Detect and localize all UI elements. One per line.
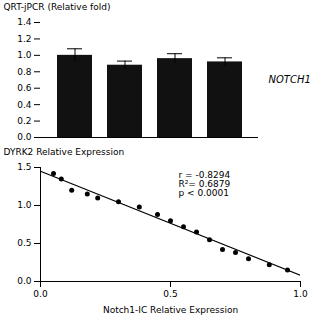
svg-text:0.6: 0.6	[17, 83, 32, 93]
svg-text:Notch1-IC Relative Expression: Notch1-IC Relative Expression	[103, 305, 238, 315]
svg-text:1.0: 1.0	[17, 200, 32, 210]
svg-text:0.2: 0.2	[17, 116, 31, 126]
svg-text:QRT-jPCR (Relative fold): QRT-jPCR (Relative fold)	[4, 2, 111, 12]
svg-text:1.0: 1.0	[17, 50, 32, 60]
svg-text:NOTCH1: NOTCH1	[269, 74, 311, 85]
svg-text:0.8: 0.8	[17, 67, 32, 77]
svg-text:0.4: 0.4	[17, 100, 32, 110]
svg-text:DYRK2 Relative Expression: DYRK2 Relative Expression	[4, 147, 125, 157]
svg-text:1.4: 1.4	[17, 17, 32, 27]
svg-text:0.5: 0.5	[17, 238, 31, 248]
svg-text:0.0: 0.0	[17, 276, 32, 286]
svg-text:0.0: 0.0	[33, 289, 48, 299]
svg-text:0.5: 0.5	[163, 289, 177, 299]
svg-text:1.5: 1.5	[17, 162, 31, 172]
svg-text:1.2: 1.2	[17, 34, 31, 44]
svg-text:1.0: 1.0	[293, 289, 308, 299]
svg-text:r = -0.8294R²= 0.6879p < 0.000: r = -0.8294R²= 0.6879p < 0.0001	[179, 170, 231, 198]
svg-text:0.0: 0.0	[17, 132, 32, 142]
